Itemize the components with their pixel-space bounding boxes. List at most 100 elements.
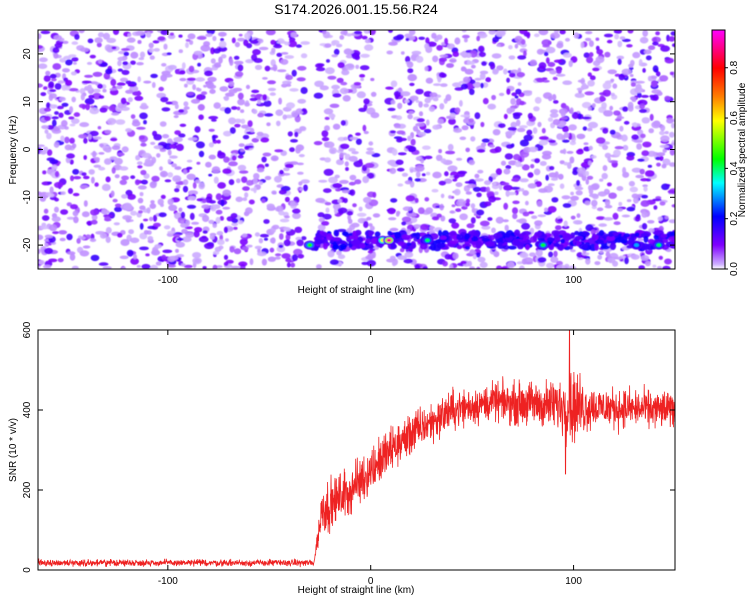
spectrogram-cell	[274, 256, 281, 260]
spectrogram-cell	[212, 134, 216, 142]
spectrogram-cell	[323, 168, 334, 176]
spectrogram-cell	[238, 33, 243, 37]
spectrogram-cell	[289, 200, 296, 207]
spectrogram-cell	[389, 227, 399, 232]
spectrogram-cell	[503, 184, 513, 191]
spectrogram-cell	[448, 195, 452, 199]
spectrogram-cell	[478, 45, 485, 53]
spectrogram-cell	[494, 191, 499, 195]
spectrogram-cell	[406, 61, 414, 68]
spectrogram-cell	[414, 178, 421, 182]
spectrogram-cell	[592, 199, 597, 205]
spectrogram-cell	[51, 116, 59, 120]
spectrogram-cell	[568, 124, 577, 131]
spectrogram-cell	[125, 128, 132, 133]
spectrogram-cell	[39, 57, 48, 63]
spectrogram-cell	[537, 121, 542, 128]
spectrogram-cell	[160, 30, 169, 36]
spectrogram-cell	[529, 59, 537, 66]
spectrogram-cell	[65, 79, 73, 87]
spectrogram-cell	[631, 193, 639, 199]
spectrogram-cell	[470, 136, 476, 142]
spectrogram-cell	[285, 74, 293, 81]
spectrogram-cell	[466, 183, 477, 189]
spectrogram-cell	[631, 134, 639, 140]
spectrogram-cell	[363, 98, 370, 105]
spectrogram-cell	[559, 30, 566, 35]
spectrogram-cell	[144, 158, 152, 165]
spectrogram-cell	[372, 191, 377, 198]
spectrogram-cell	[257, 99, 262, 105]
spectrogram-cell	[210, 47, 215, 55]
spectrogram-cell	[549, 112, 559, 118]
spectrogram-cell	[513, 112, 521, 120]
spectrogram-cell	[432, 171, 442, 179]
spectrogram-cell	[395, 115, 403, 120]
spectrogram-cell	[173, 136, 183, 143]
spectrogram-cell	[303, 184, 308, 192]
spectrogram-cell	[251, 138, 259, 143]
spectrogram-cell	[500, 160, 507, 166]
spectrogram-cell	[139, 205, 146, 210]
spectrogram-band-cell	[608, 232, 614, 237]
spectrogram-cell	[543, 92, 553, 99]
spectrogram-cell	[256, 135, 262, 140]
spectrogram-cell	[239, 238, 248, 246]
spectrogram-cell	[496, 265, 503, 269]
spectrogram-cell	[267, 87, 277, 92]
spectrogram-cell	[163, 225, 171, 230]
spectrogram-cell	[556, 133, 564, 141]
spectrogram-cell	[158, 212, 167, 218]
spectrogram-cell	[326, 59, 330, 63]
spectrogram-cell	[69, 123, 76, 127]
spectrogram-cell	[363, 221, 369, 228]
spectrogram-band-cell	[574, 230, 580, 236]
spectrogram-cell	[229, 246, 235, 253]
spectrogram-cell	[657, 216, 663, 221]
spectrogram-cell	[278, 244, 284, 249]
spectrogram-band-cell	[406, 242, 412, 247]
spectrogram-cell	[249, 258, 254, 266]
spectrogram-cell	[218, 56, 223, 64]
spectrogram-cell	[186, 173, 196, 180]
spectrogram-cell	[509, 72, 516, 78]
spectrogram-cell	[397, 152, 407, 156]
spectrogram-cell	[202, 230, 208, 234]
spectrogram-cell	[469, 88, 475, 96]
spectrogram-cell	[557, 218, 563, 222]
spectrogram-cell	[136, 90, 141, 97]
spectrogram-cell	[46, 102, 51, 109]
spectrogram-cell	[115, 85, 123, 90]
spectrogram-cell	[71, 265, 79, 269]
spectrogram-cell	[237, 164, 247, 171]
spectrogram-cell	[541, 39, 552, 47]
spectrogram-cell	[468, 179, 477, 186]
spectrogram-cell	[228, 227, 234, 231]
spectrogram-cell	[596, 49, 604, 55]
spectrogram-cell	[110, 137, 118, 142]
spectrogram-cell	[149, 55, 155, 60]
spectrogram-cell	[217, 239, 225, 246]
spectrogram-band-cell	[670, 231, 675, 237]
spectrogram-cell	[669, 71, 675, 76]
spectrogram-cell	[573, 32, 580, 39]
spectrogram-cell	[409, 95, 419, 101]
spectrogram-cell	[274, 253, 282, 257]
spectrogram-cell	[182, 236, 192, 243]
snr-x-tick-label: 0	[368, 576, 374, 587]
spectrogram-cell	[291, 69, 297, 77]
spectrogram-cell	[54, 111, 59, 115]
spectrogram-cell	[300, 53, 308, 59]
spectrogram-cell	[147, 236, 154, 241]
colorbar-ticks: 0.00.20.40.60.8	[725, 60, 740, 276]
spectrogram-cell	[297, 65, 307, 71]
spectrogram-cell	[72, 192, 80, 197]
spectrogram-cell	[649, 94, 656, 98]
spectrogram-cell	[174, 188, 180, 193]
spectrogram-cell	[159, 170, 168, 178]
spectrogram-cell	[366, 147, 374, 151]
spectrogram-cell	[480, 121, 485, 128]
spectrogram-cell	[512, 213, 518, 220]
spectrogram-cell	[222, 189, 232, 197]
spectrogram-cell	[511, 92, 517, 97]
